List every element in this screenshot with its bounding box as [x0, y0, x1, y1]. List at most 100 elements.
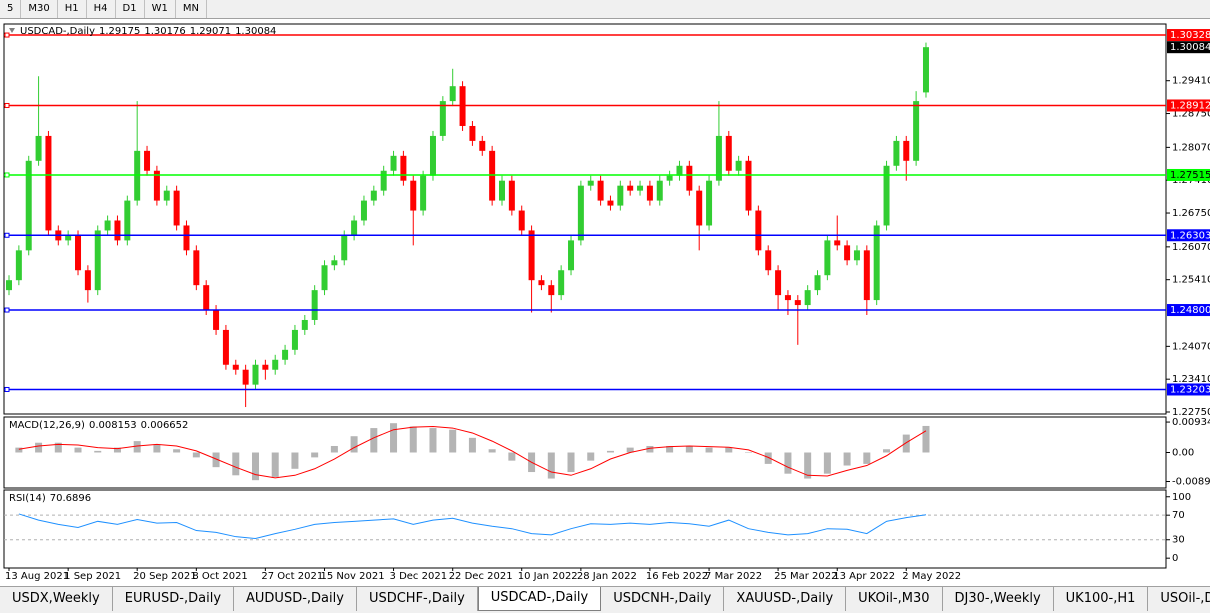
- timeframe-button[interactable]: D1: [116, 0, 145, 18]
- level-label-box: [1167, 229, 1210, 242]
- candle-body: [587, 180, 594, 186]
- candle-body: [252, 364, 259, 385]
- candle-body: [311, 290, 318, 320]
- chart-header: USDCAD-,Daily 1.29175 1.30176 1.29071 1.3008…: [20, 26, 276, 37]
- timeframe-button[interactable]: H1: [58, 0, 87, 18]
- candle-body: [429, 135, 436, 176]
- y-tick-label: 1.28070: [1172, 142, 1210, 153]
- candle-body: [25, 160, 32, 251]
- macd-bar: [35, 442, 43, 453]
- candle-body: [6, 280, 12, 291]
- candle-body: [469, 125, 476, 141]
- header-field: RSI(14): [9, 493, 46, 504]
- timeframe-toolbar: 5 M30 H1 H4 D1 W1 MN: [0, 0, 1210, 19]
- header-field: 70.6896: [50, 493, 91, 504]
- x-tick-label: 7 Mar 2022: [705, 571, 762, 582]
- x-tick-label: 20 Sep 2021: [133, 571, 196, 582]
- candle-body: [637, 185, 644, 191]
- macd-bar: [646, 445, 654, 453]
- y-tick-label: 1.26750: [1172, 208, 1210, 219]
- header-field: 1.29071: [190, 26, 231, 37]
- candle-body: [203, 285, 210, 311]
- macd-bar: [252, 452, 259, 481]
- x-tick-label: 28 Jan 2022: [577, 571, 637, 582]
- macd-bar: [271, 452, 279, 477]
- candle-body: [765, 250, 772, 271]
- candle-body: [15, 250, 22, 281]
- timeframe-button[interactable]: MN: [176, 0, 207, 18]
- candle-body: [351, 220, 358, 236]
- current-price-box: [1167, 41, 1210, 54]
- candle-body: [213, 310, 220, 330]
- timeframe-button[interactable]: 5: [0, 0, 22, 18]
- y-tick-label: 0: [1172, 553, 1178, 564]
- header-field: 1.30084: [235, 26, 276, 37]
- macd-bar: [725, 447, 733, 453]
- symbol-tab[interactable]: USOil-,Daily: [1148, 587, 1210, 611]
- main-panel: [3, 23, 1167, 415]
- macd-bar: [350, 436, 358, 453]
- candle-body: [390, 155, 397, 171]
- candle-body: [420, 175, 427, 211]
- candle-body: [45, 135, 52, 231]
- symbol-tab[interactable]: XAUUSD-,Daily: [724, 587, 847, 611]
- level-marker: [4, 232, 10, 238]
- y-tick-label: 1.24070: [1172, 341, 1210, 352]
- symbol-tab[interactable]: USDCNH-,Daily: [601, 587, 725, 611]
- candle-body: [173, 190, 180, 226]
- symbol-tab[interactable]: UKOil-,M30: [846, 587, 943, 611]
- y-tick-label: 70: [1172, 510, 1185, 521]
- symbol-tab[interactable]: USDX,Weekly: [0, 587, 113, 611]
- x-tick-label: 8 Oct 2021: [192, 571, 247, 582]
- level-marker: [4, 102, 10, 108]
- candle-body: [873, 225, 880, 301]
- level-marker: [4, 386, 10, 392]
- macd-bar: [113, 447, 121, 453]
- x-tick-label: 16 Feb 2022: [646, 571, 708, 582]
- symbol-tab[interactable]: EURUSD-,Daily: [113, 587, 235, 611]
- x-tick-label: 13 Aug 2021: [5, 571, 69, 582]
- macd-bar: [212, 452, 220, 468]
- candle-body: [479, 140, 486, 151]
- symbol-tab[interactable]: DJ30-,Weekly: [943, 587, 1054, 611]
- candle-body: [597, 180, 604, 201]
- macd-bar: [606, 450, 614, 453]
- x-tick-label: 22 Dec 2021: [449, 571, 513, 582]
- timeframe-button[interactable]: W1: [145, 0, 176, 18]
- macd-bar: [153, 444, 161, 453]
- macd-bar: [488, 449, 496, 453]
- candle-body: [775, 270, 782, 296]
- candle-body: [94, 230, 101, 291]
- macd-bar: [232, 452, 240, 476]
- macd-bar: [587, 452, 595, 461]
- rsi-panel: [3, 489, 1167, 569]
- candle-body: [370, 190, 377, 201]
- symbol-tab[interactable]: UK100-,H1: [1054, 587, 1149, 611]
- candle-body: [814, 275, 821, 291]
- level-label: 1.28912: [1170, 100, 1210, 111]
- candle-body: [291, 329, 298, 350]
- header-field: 1.29175: [99, 26, 140, 37]
- macd-bar: [705, 447, 713, 453]
- level-label-box: [1167, 304, 1210, 317]
- symbol-tab[interactable]: USDCAD-,Daily: [477, 587, 602, 611]
- symbol-tab[interactable]: AUDUSD-,Daily: [234, 587, 357, 611]
- candle-body: [666, 175, 673, 181]
- candle-body: [124, 200, 131, 241]
- macd-signal-line: [18, 425, 927, 479]
- timeframe-button[interactable]: H4: [87, 0, 116, 18]
- level-marker: [4, 307, 10, 313]
- candle-body: [686, 165, 693, 191]
- symbol-tab[interactable]: USDCHF-,Daily: [357, 587, 478, 611]
- level-label-box: [1167, 29, 1210, 42]
- candle-body: [706, 180, 713, 226]
- y-tick-label: 0.009345: [1172, 417, 1210, 428]
- macd-bar: [823, 452, 831, 474]
- candle-body: [617, 185, 624, 206]
- candle-body: [676, 165, 683, 176]
- candle-body: [755, 210, 762, 251]
- y-tick-label: 1.22750: [1172, 407, 1210, 418]
- x-tick-label: 10 Jan 2022: [518, 571, 578, 582]
- timeframe-button[interactable]: M30: [21, 0, 58, 18]
